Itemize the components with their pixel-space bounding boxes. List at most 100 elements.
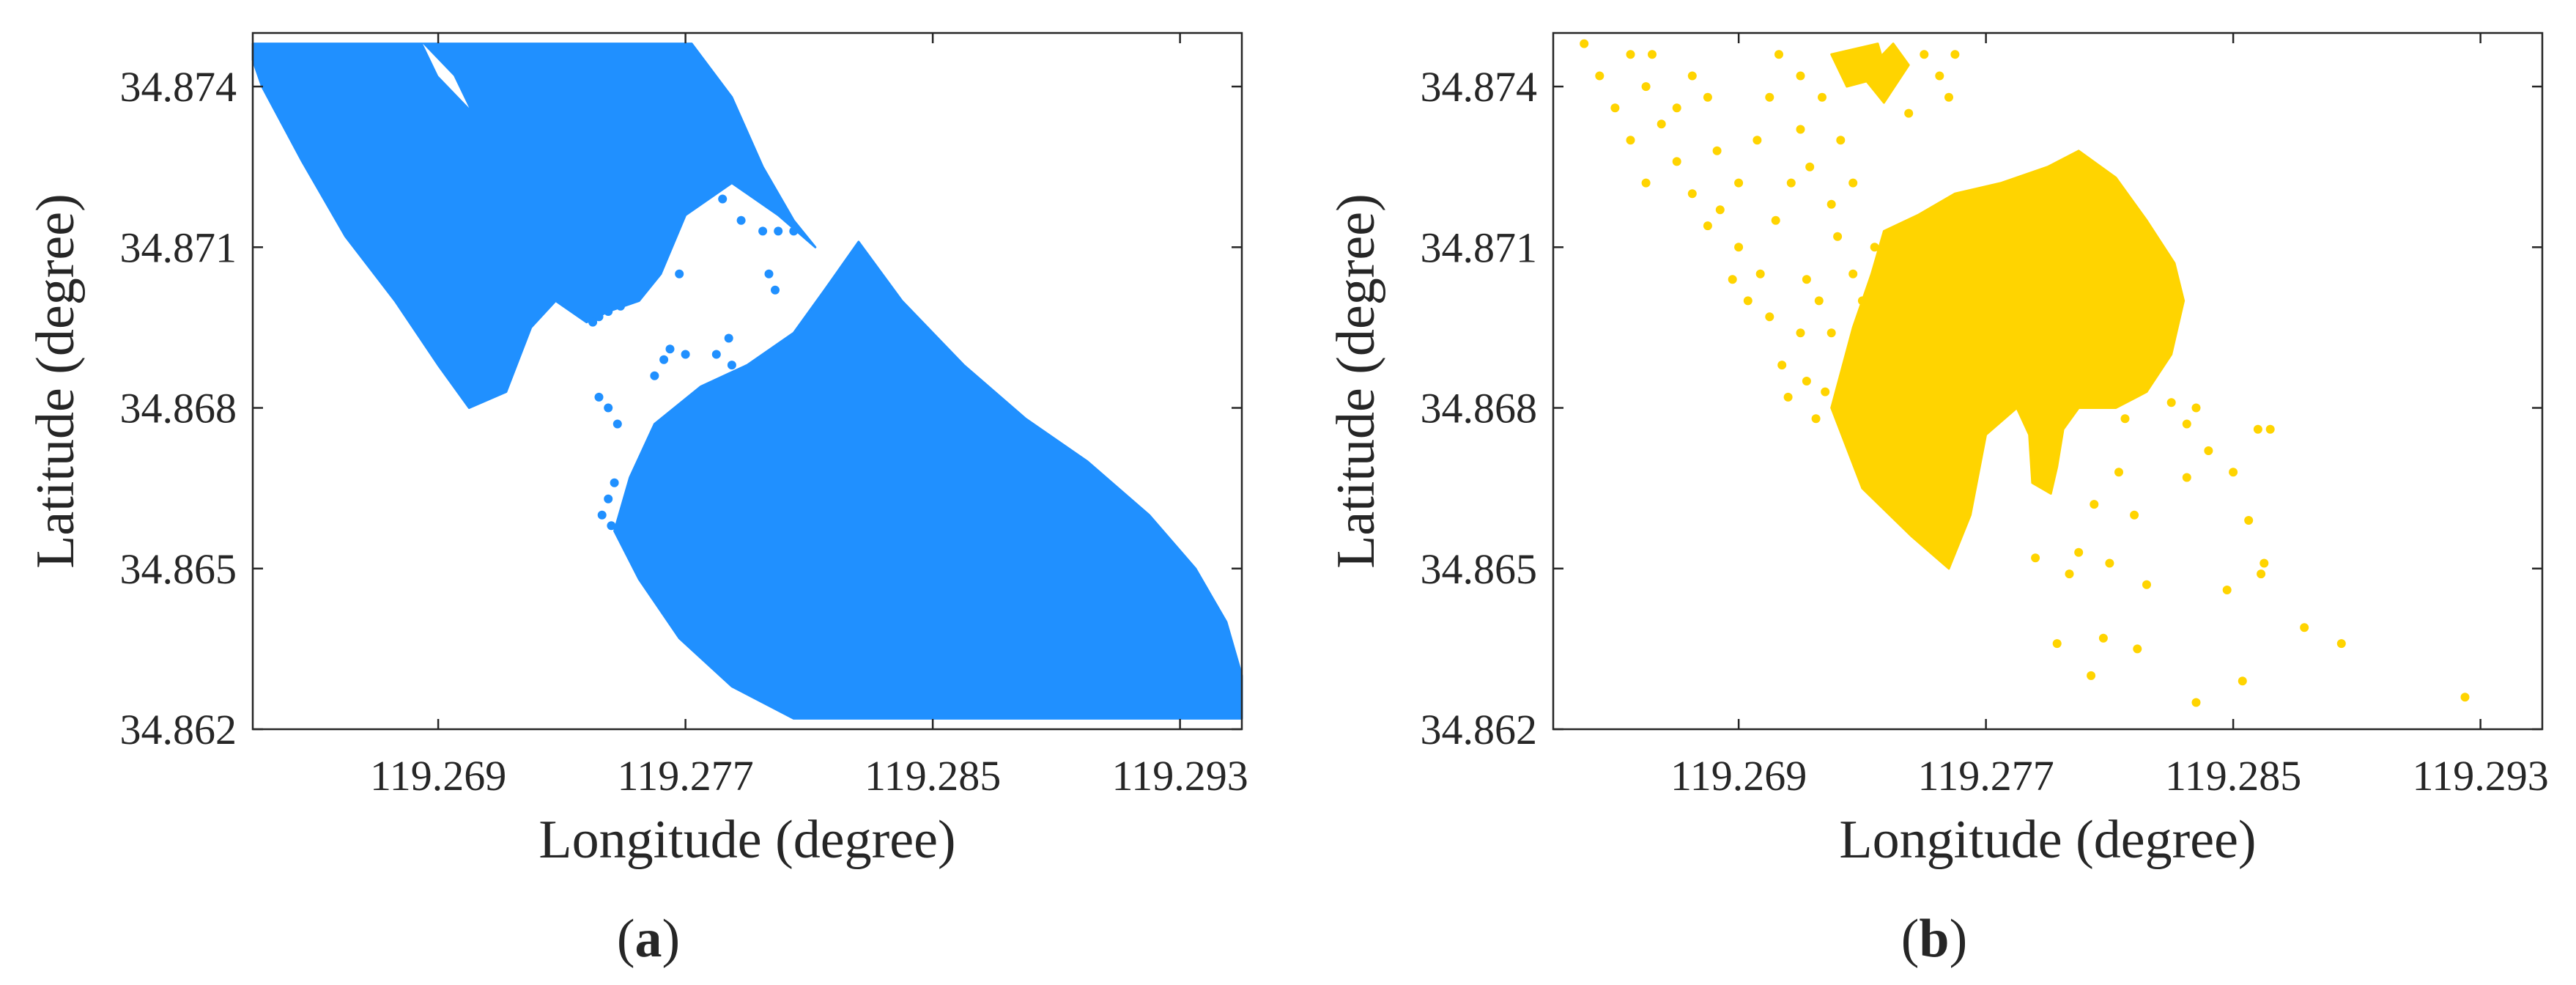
- y-tick-label-b-3: 34.871: [1421, 224, 1538, 271]
- data-point-b-53: [2074, 547, 2084, 557]
- data-point-b-82: [2336, 639, 2346, 649]
- data-point-a-14: [681, 350, 690, 359]
- data-point-b-72: [2253, 424, 2262, 434]
- panel-label-b-letter: b: [1919, 909, 1949, 969]
- data-point-b-57: [2130, 510, 2139, 520]
- data-point-a-4: [789, 226, 799, 236]
- data-point-b-75: [2222, 586, 2232, 594]
- data-point-b-18: [1755, 269, 1765, 278]
- data-point-b-55: [2105, 558, 2114, 568]
- data-point-b-19: [1771, 215, 1780, 225]
- data-point-a-18: [724, 333, 733, 343]
- y-axis-label-b: Latitude (degree): [1326, 193, 1386, 569]
- data-point-b-63: [2052, 639, 2062, 649]
- data-point-b-11: [1703, 92, 1712, 102]
- data-point-b-15: [1687, 189, 1697, 199]
- data-point-b-7: [1641, 178, 1651, 188]
- data-points-a: [588, 194, 799, 531]
- data-point-a-21: [612, 419, 622, 429]
- y-ticks-a: 34.862 34.865 34.868 34.871 34.874: [120, 63, 1242, 753]
- data-point-b-64: [2065, 569, 2074, 579]
- data-point-b-12: [1672, 103, 1681, 113]
- data-point-a-8: [604, 307, 613, 316]
- data-point-b-13: [1712, 146, 1722, 155]
- panel-label-a: (a): [617, 909, 680, 969]
- data-point-b-46: [1935, 71, 1944, 81]
- data-point-b-40: [1728, 275, 1737, 284]
- data-point-a-0: [675, 269, 684, 278]
- panel-a: 119.269 119.277 119.285 119.293 34.86234.86…: [26, 32, 1248, 969]
- data-point-b-34: [1796, 328, 1805, 338]
- data-point-b-66: [2136, 382, 2145, 391]
- data-point-b-6: [1672, 157, 1681, 166]
- data-point-b-25: [1826, 199, 1836, 209]
- data-point-b-36: [1802, 377, 1811, 385]
- data-point-a-22: [597, 510, 607, 520]
- data-regions-b: [1830, 43, 2185, 570]
- y-tick-label-b-0: 34.862: [1421, 706, 1538, 753]
- data-region-a-2: [613, 240, 1243, 720]
- y-ticks-b: 34.862 34.865 34.868 34.871 34.874: [1421, 63, 2542, 753]
- x-tick-label-a-2: 119.285: [865, 752, 1001, 800]
- data-region-b-0: [1830, 150, 2185, 570]
- data-point-a-23: [604, 494, 613, 503]
- data-point-a-15: [659, 355, 669, 364]
- data-point-b-22: [1765, 92, 1774, 102]
- x-tick-label-a-3: 119.293: [1111, 752, 1248, 800]
- data-point-b-58: [2142, 580, 2151, 589]
- data-point-b-35: [1777, 361, 1787, 370]
- x-tick-label-b-0: 119.269: [1670, 752, 1807, 800]
- data-point-a-1: [736, 215, 746, 225]
- data-point-b-1: [1595, 71, 1605, 81]
- data-point-b-52: [1833, 232, 1843, 241]
- data-point-b-61: [2087, 671, 2096, 680]
- data-point-b-27: [1796, 71, 1805, 81]
- data-point-a-25: [625, 500, 634, 509]
- x-axis-label-b: Longitude (degree): [1839, 810, 2256, 870]
- data-point-b-26: [1774, 50, 1783, 59]
- data-point-b-62: [2031, 553, 2040, 563]
- data-point-a-26: [607, 521, 616, 531]
- data-point-b-83: [2460, 693, 2470, 702]
- y-axis-label-a: Latitude (degree): [26, 193, 86, 569]
- data-point-a-3: [774, 226, 783, 236]
- x-tick-label-b-1: 119.277: [1917, 752, 2054, 800]
- data-point-b-47: [1950, 50, 1960, 59]
- data-point-b-80: [2238, 676, 2247, 686]
- data-point-b-39: [1743, 296, 1753, 306]
- data-point-b-77: [2257, 569, 2266, 579]
- data-point-a-7: [718, 194, 728, 204]
- data-point-b-69: [2191, 403, 2201, 413]
- data-point-b-78: [2182, 473, 2191, 482]
- data-point-a-16: [665, 344, 675, 354]
- data-point-b-20: [1786, 178, 1796, 188]
- y-tick-label-b-1: 34.865: [1421, 545, 1538, 593]
- data-point-b-29: [1836, 136, 1846, 145]
- data-point-b-79: [2191, 698, 2201, 707]
- data-point-b-30: [1848, 178, 1858, 188]
- data-point-b-17: [1734, 243, 1744, 252]
- data-point-b-81: [2300, 623, 2309, 632]
- data-point-b-10: [1687, 71, 1697, 81]
- data-point-b-67: [2166, 398, 2176, 407]
- data-point-b-16: [1703, 221, 1712, 231]
- data-point-b-31: [1802, 275, 1811, 284]
- data-point-b-60: [2098, 633, 2108, 643]
- data-point-b-3: [1626, 136, 1635, 145]
- data-point-b-51: [1857, 296, 1867, 306]
- data-point-b-45: [1920, 50, 1929, 59]
- x-ticks-b: 119.269 119.277 119.285 119.293: [1670, 33, 2549, 800]
- data-point-b-42: [1811, 414, 1821, 424]
- data-point-b-65: [2120, 414, 2130, 424]
- data-point-b-24: [1805, 162, 1815, 171]
- data-point-b-4: [1641, 82, 1651, 92]
- data-point-a-2: [758, 226, 768, 236]
- data-point-b-70: [2204, 446, 2213, 455]
- data-point-a-11: [588, 317, 598, 327]
- data-point-b-41: [1783, 392, 1793, 402]
- svg-text:(a): (a): [617, 909, 680, 969]
- data-point-a-12: [711, 350, 721, 359]
- data-point-a-5: [764, 269, 774, 278]
- data-point-a-9: [594, 312, 604, 322]
- data-point-b-71: [2229, 468, 2238, 477]
